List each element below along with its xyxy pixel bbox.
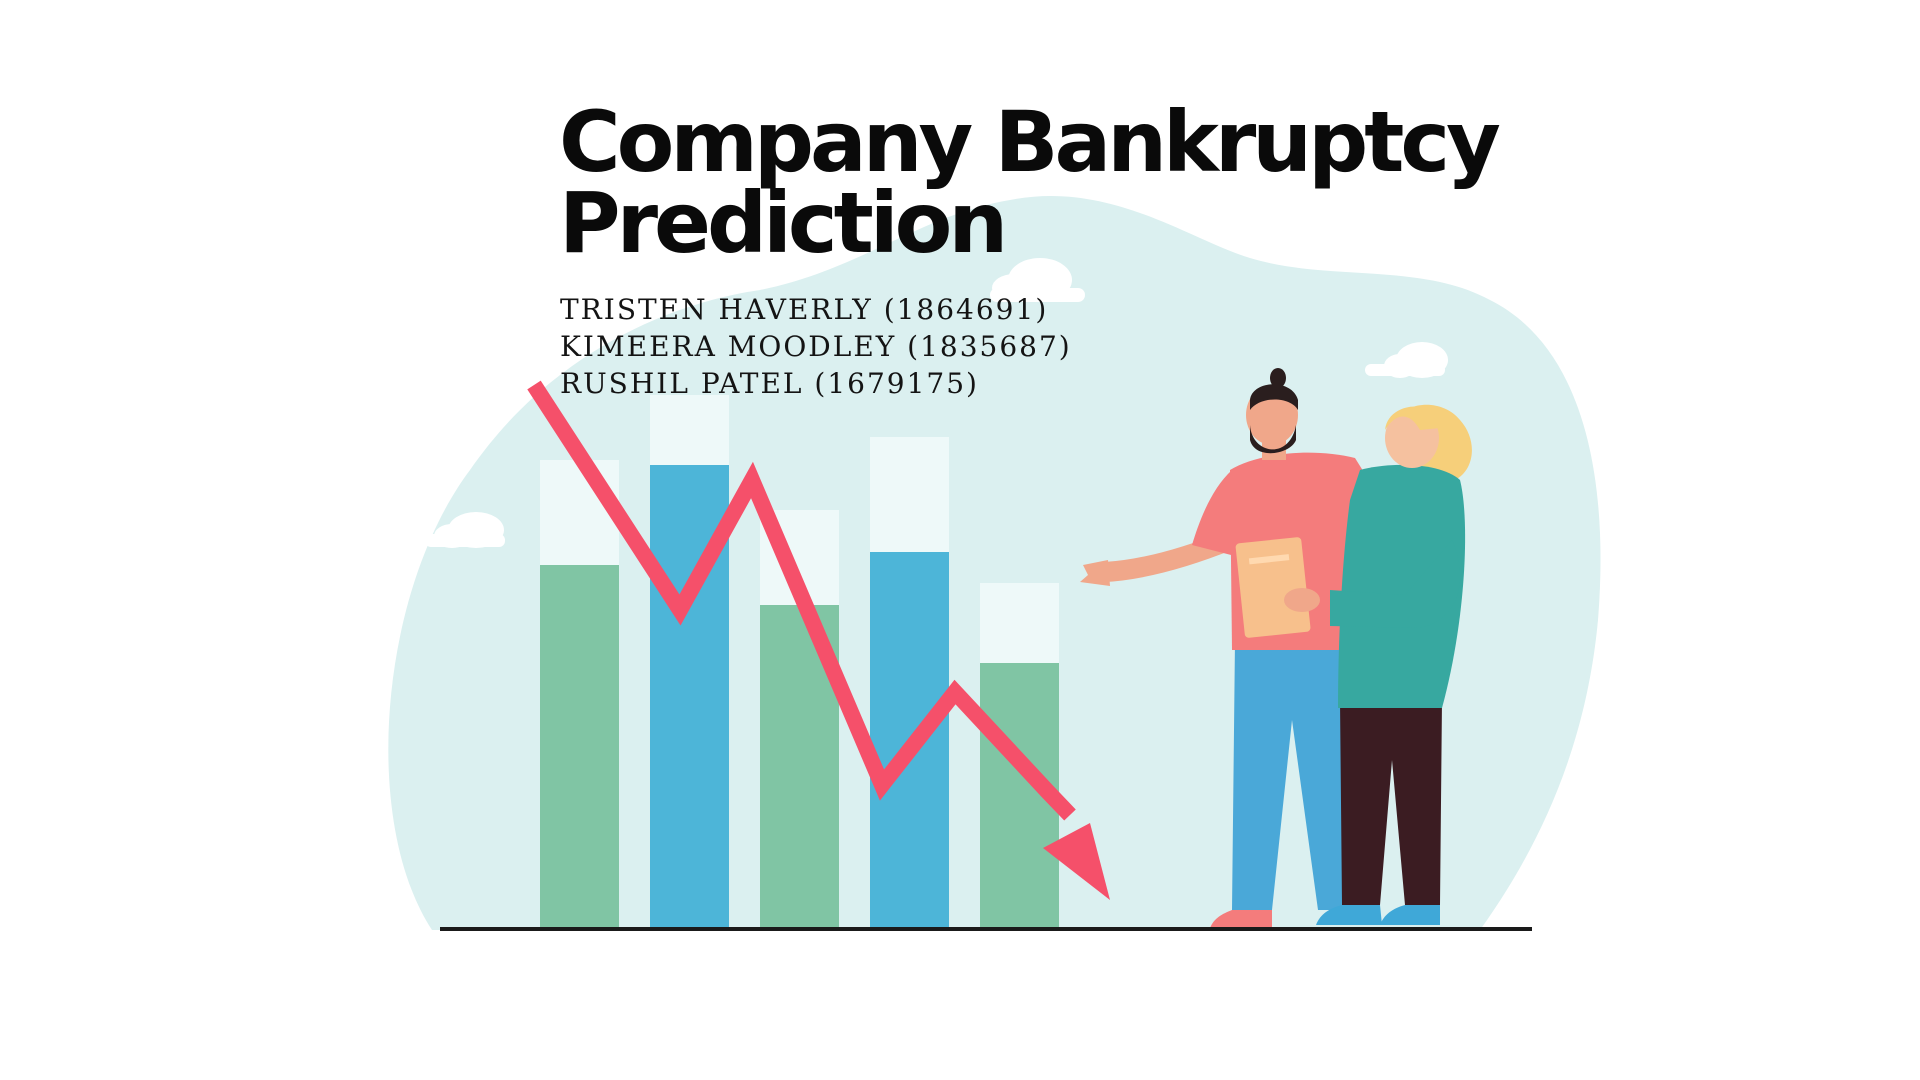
cloud-icon — [990, 258, 1085, 302]
bar-chart-icon — [540, 395, 1059, 930]
bar — [540, 460, 619, 930]
trend-down-arrow-icon — [527, 380, 1110, 900]
slide-title-line-1: Company Bankruptcy — [559, 93, 1501, 191]
cloud-icon — [425, 512, 505, 548]
author-name: RUSHIL PATEL (1679175) — [560, 367, 979, 400]
person-woman-icon — [1235, 404, 1472, 925]
clipboard-icon — [1235, 537, 1311, 638]
cloud-icon — [1365, 342, 1448, 378]
slide-title-line-2: Prediction — [559, 174, 1008, 272]
bar — [870, 437, 949, 930]
bar — [980, 583, 1059, 930]
author-name: TRISTEN HAVERLY (1864691) — [560, 293, 1049, 326]
author-name: KIMEERA MOODLEY (1835687) — [560, 330, 1072, 363]
bar — [650, 395, 729, 930]
